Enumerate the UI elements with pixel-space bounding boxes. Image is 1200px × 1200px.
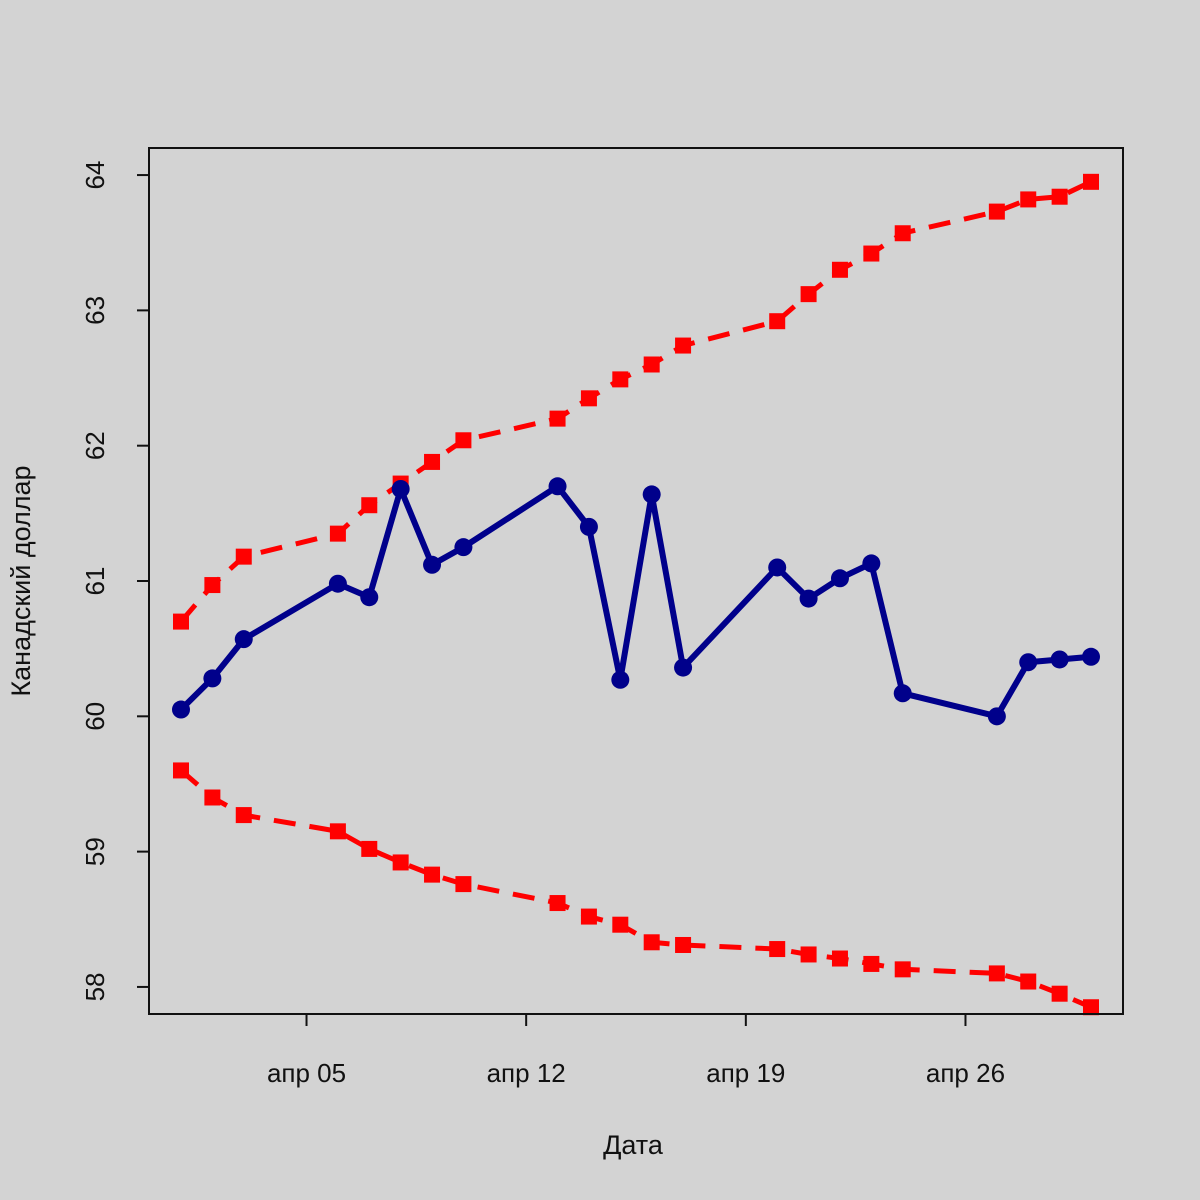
data-point [862, 554, 881, 573]
x-tick-label: апр 05 [267, 1058, 346, 1088]
x-axis: апр 05 апр 12 апр 19 апр 26 [267, 1014, 1005, 1088]
series-line [178, 483, 1092, 720]
data-point [1019, 653, 1038, 672]
y-axis-title: Канадский доллар [6, 465, 36, 696]
data-point [234, 630, 253, 649]
data-point [863, 245, 880, 262]
data-point [173, 762, 189, 779]
y-tick-label: 58 [80, 972, 110, 1001]
data-point [203, 669, 222, 688]
data-point [1083, 999, 1099, 1016]
data-point [800, 286, 817, 303]
data-point [424, 866, 441, 883]
data-point [424, 453, 441, 470]
series-layer [172, 173, 1100, 1016]
series-line [179, 179, 1093, 624]
data-point [361, 497, 378, 514]
x-axis-title: Дата [603, 1130, 664, 1160]
data-point [769, 313, 786, 330]
series-line [179, 768, 1092, 1010]
data-point [1051, 188, 1068, 205]
data-point [675, 337, 692, 354]
data-point [642, 485, 661, 504]
y-tick-label: 60 [80, 702, 110, 731]
data-point [611, 670, 630, 689]
data-point [1020, 973, 1037, 990]
x-tick-label: апр 26 [926, 1058, 1005, 1088]
data-point [988, 203, 1005, 220]
data-point [392, 854, 409, 871]
data-point [204, 789, 221, 806]
data-point [987, 707, 1006, 726]
data-point [329, 823, 346, 840]
data-point [172, 700, 190, 719]
data-point [391, 479, 410, 498]
data-point [360, 588, 379, 607]
data-point [1020, 191, 1037, 208]
data-point [831, 261, 848, 278]
data-point [799, 589, 818, 608]
data-point [361, 840, 378, 857]
data-point [423, 555, 442, 574]
y-tick-label: 61 [80, 567, 110, 596]
data-point [894, 225, 911, 242]
data-point [580, 390, 597, 407]
data-point [549, 895, 566, 912]
data-point [1082, 647, 1100, 666]
data-point [455, 876, 472, 893]
data-point [1051, 985, 1068, 1002]
x-tick-label: апр 19 [706, 1058, 785, 1088]
y-tick-label: 63 [80, 296, 110, 325]
data-point [549, 410, 566, 427]
data-point [643, 356, 660, 373]
x-tick-label: апр 12 [487, 1058, 566, 1088]
data-point [1083, 173, 1099, 190]
data-point [612, 916, 629, 933]
data-point [831, 950, 848, 967]
data-point [612, 371, 629, 388]
data-point [830, 569, 849, 588]
data-point [328, 574, 347, 593]
series-0 [172, 477, 1100, 726]
data-point [800, 946, 817, 963]
data-point [1050, 650, 1069, 669]
series-1 [173, 173, 1099, 630]
data-point [675, 936, 692, 953]
y-tick-label: 62 [80, 431, 110, 460]
data-point [894, 961, 911, 978]
data-point [674, 658, 693, 677]
data-point [548, 477, 567, 496]
data-point [204, 577, 221, 594]
data-point [893, 684, 912, 703]
y-axis: 58 59 60 61 62 63 64 [80, 161, 149, 1001]
data-point [580, 908, 597, 925]
data-point [454, 538, 473, 557]
data-point [643, 934, 660, 951]
y-tick-label: 59 [80, 837, 110, 866]
series-2 [173, 762, 1099, 1016]
data-point [235, 548, 252, 565]
y-tick-label: 64 [80, 161, 110, 190]
data-point [988, 965, 1005, 982]
data-point [455, 432, 472, 449]
data-point [768, 558, 787, 577]
data-point [235, 807, 252, 824]
data-point [769, 941, 786, 958]
data-point [863, 955, 880, 972]
data-point [329, 525, 346, 542]
data-point [173, 613, 189, 630]
data-point [579, 517, 598, 536]
